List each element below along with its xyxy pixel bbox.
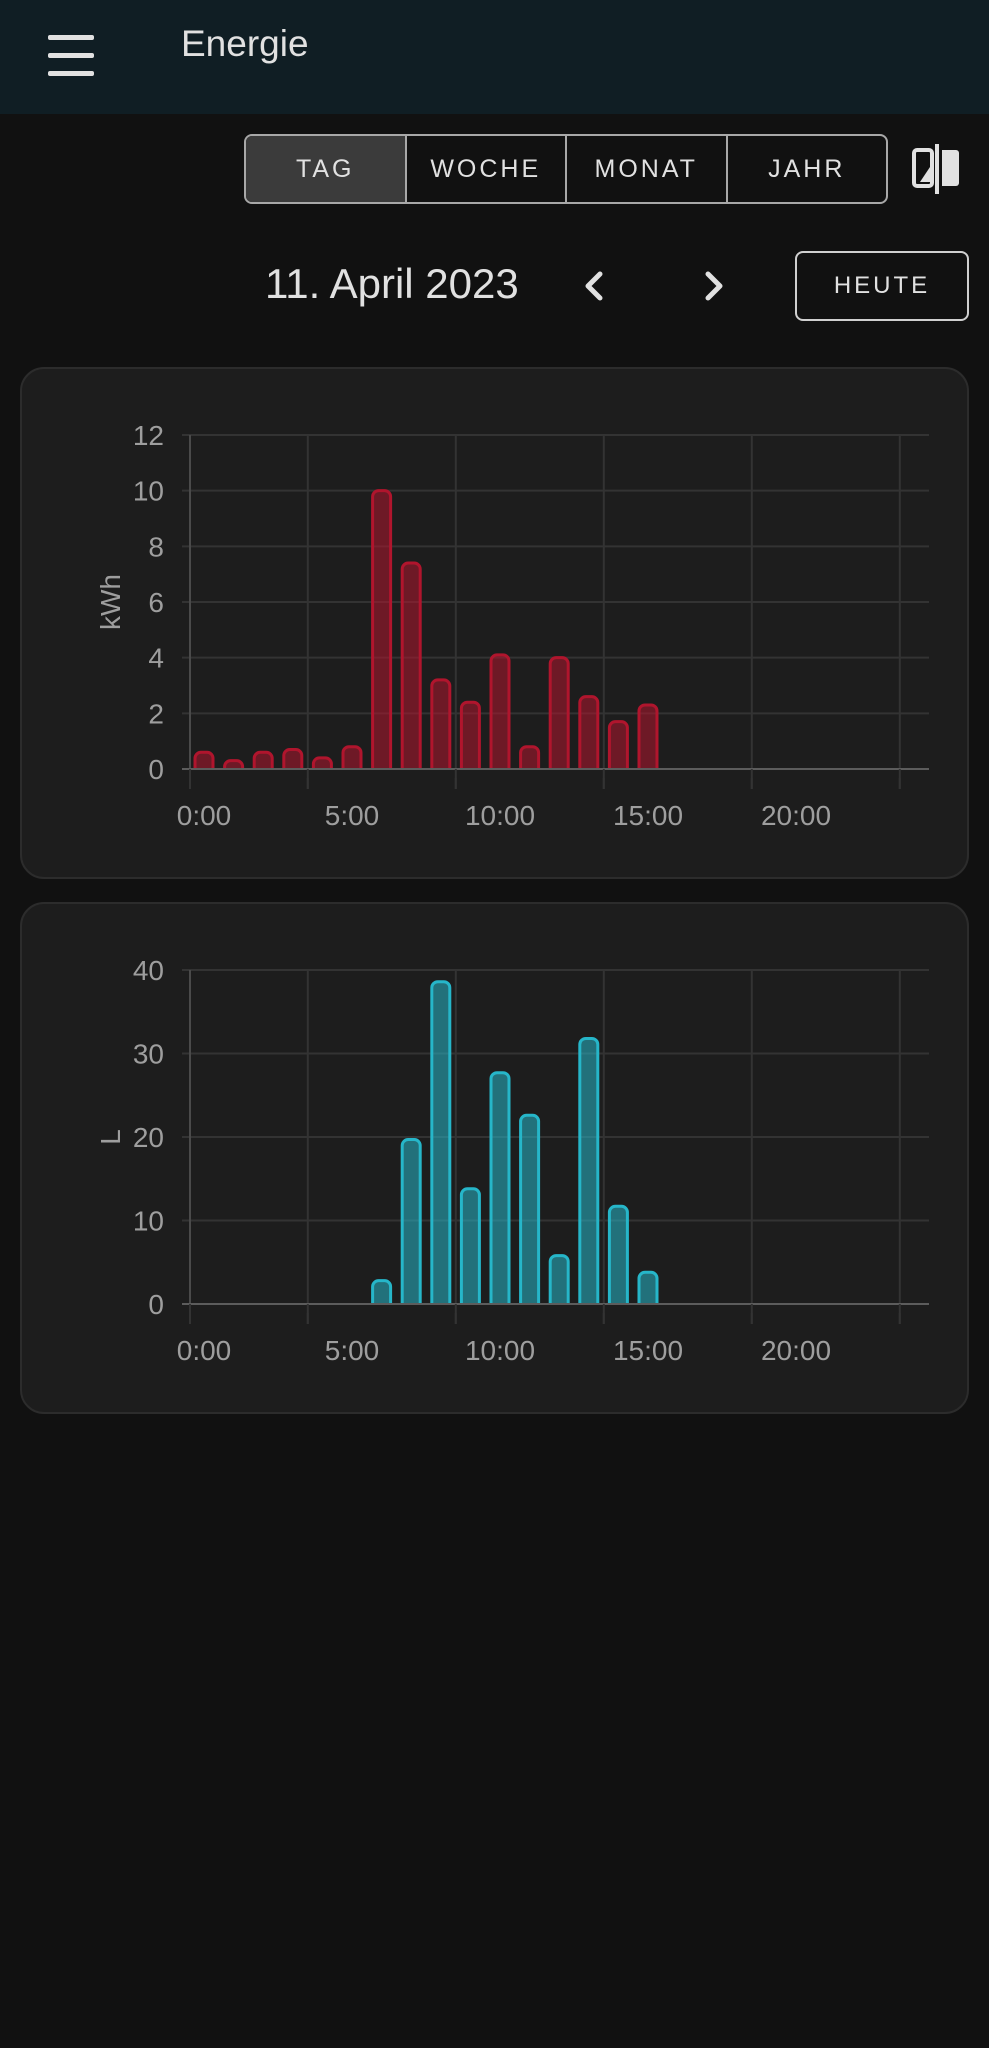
electricity-bar[interactable] bbox=[637, 703, 659, 777]
electricity-usage-card: 0 2 4 6 8 10 12 0:00 5:00 10:00 15:00 20:00 kWh bbox=[20, 367, 969, 879]
water-x-tick-label: 20:00 bbox=[761, 1335, 831, 1366]
water-usage-card: 0 10 20 30 40 0:00 5:00 10:00 15:00 20:00 L bbox=[20, 902, 969, 1414]
electricity-bar[interactable] bbox=[400, 561, 422, 777]
next-period-button[interactable] bbox=[686, 258, 742, 314]
water-x-tick-label: 0:00 bbox=[177, 1335, 232, 1366]
electricity-x-tick-label: 20:00 bbox=[761, 800, 831, 831]
period-week-button[interactable]: WOCHE bbox=[407, 136, 567, 202]
water-x-tick-label: 10:00 bbox=[465, 1335, 535, 1366]
electricity-y-tick-label: 2 bbox=[148, 698, 164, 729]
electricity-y-axis-title: kWh bbox=[95, 574, 126, 630]
period-year-button[interactable]: JAHR bbox=[768, 154, 846, 183]
period-selector: TAG WOCHE MONAT JAHR bbox=[244, 134, 888, 204]
menu-icon bbox=[48, 35, 94, 40]
electricity-x-tick-label: 10:00 bbox=[465, 800, 535, 831]
menu-icon-bar bbox=[48, 53, 94, 58]
electricity-bar[interactable] bbox=[459, 700, 481, 777]
menu-button[interactable] bbox=[36, 22, 104, 90]
electricity-x-tick-label: 0:00 bbox=[177, 800, 232, 831]
electricity-x-tick-label: 15:00 bbox=[613, 800, 683, 831]
water-x-tick-label: 15:00 bbox=[613, 1335, 683, 1366]
electricity-baseline-mask bbox=[182, 770, 929, 778]
water-y-tick-label: 0 bbox=[148, 1289, 164, 1320]
water-bar[interactable] bbox=[607, 1204, 629, 1312]
electricity-y-tick-label: 8 bbox=[148, 531, 164, 562]
app-toolbar: Energie bbox=[0, 0, 989, 114]
water-y-tick-label: 10 bbox=[133, 1206, 164, 1237]
water-bar[interactable] bbox=[459, 1187, 481, 1312]
chevron-right-icon bbox=[705, 271, 723, 301]
water-baseline-mask bbox=[182, 1305, 929, 1313]
electricity-bar[interactable] bbox=[371, 489, 393, 777]
compare-icon bbox=[912, 144, 959, 194]
electricity-x-tick-label: 5:00 bbox=[325, 800, 380, 831]
electricity-y-tick-label: 4 bbox=[148, 643, 164, 674]
previous-period-button[interactable] bbox=[566, 258, 622, 314]
water-bar[interactable] bbox=[400, 1138, 422, 1312]
electricity-y-tick-label: 10 bbox=[133, 476, 164, 507]
today-button[interactable]: HEUTE bbox=[795, 251, 969, 321]
chevron-left-icon bbox=[585, 271, 603, 301]
period-day-button[interactable]: TAG bbox=[246, 136, 407, 202]
water-y-tick-label: 40 bbox=[133, 955, 164, 986]
electricity-y-tick-label: 12 bbox=[133, 420, 164, 451]
date-label: 11. April 2023 bbox=[265, 260, 519, 307]
period-month-button[interactable]: MONAT bbox=[567, 136, 728, 202]
compare-button[interactable] bbox=[908, 140, 966, 198]
water-bar[interactable] bbox=[489, 1071, 511, 1312]
electricity-bar[interactable] bbox=[548, 656, 570, 777]
water-bar[interactable] bbox=[519, 1113, 541, 1312]
electricity-bar[interactable] bbox=[578, 695, 600, 777]
water-y-tick-label: 30 bbox=[133, 1039, 164, 1070]
water-y-tick-label: 20 bbox=[133, 1122, 164, 1153]
water-usage-chart: 0 10 20 30 40 0:00 5:00 10:00 15:00 20:00 L bbox=[95, 955, 929, 1366]
water-x-tick-label: 5:00 bbox=[325, 1335, 380, 1366]
electricity-y-tick-label: 6 bbox=[148, 587, 164, 618]
water-bar[interactable] bbox=[548, 1254, 570, 1312]
electricity-usage-chart: 0 2 4 6 8 10 12 0:00 5:00 10:00 15:00 20:00 kWh bbox=[95, 420, 929, 831]
electricity-bar[interactable] bbox=[607, 720, 629, 777]
electricity-bar[interactable] bbox=[430, 678, 452, 777]
water-y-axis-title: L bbox=[95, 1129, 126, 1145]
water-bar[interactable] bbox=[430, 980, 452, 1312]
page-title: Energie bbox=[181, 23, 309, 64]
electricity-y-tick-label: 0 bbox=[148, 754, 164, 785]
menu-icon-bar bbox=[48, 71, 94, 76]
electricity-bar[interactable] bbox=[489, 653, 511, 777]
water-bar[interactable] bbox=[578, 1036, 600, 1312]
